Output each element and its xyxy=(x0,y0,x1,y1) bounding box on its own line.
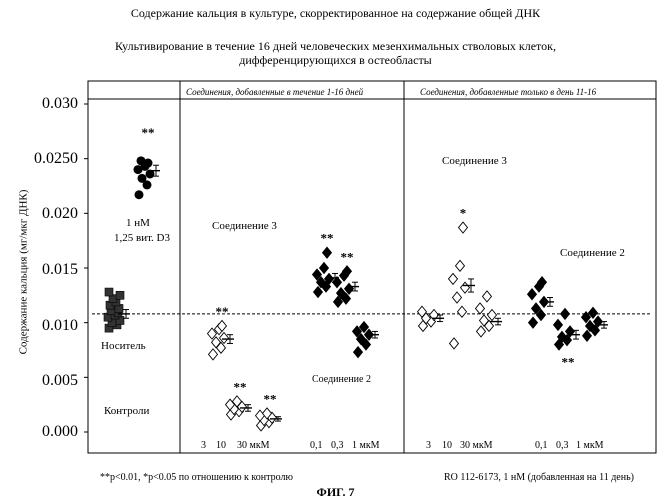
data-point-filled-diamond xyxy=(528,289,537,300)
data-point-open-diamond xyxy=(488,310,497,321)
data-point-open-diamond xyxy=(456,260,465,271)
significance-mark: ** xyxy=(234,379,247,394)
data-point-open-diamond xyxy=(476,303,485,314)
significance-mark: ** xyxy=(142,125,155,140)
data-point-filled-diamond xyxy=(561,308,570,319)
data-point-filled-diamond xyxy=(320,263,329,274)
data-point-open-diamond xyxy=(450,338,459,349)
data-point-open-diamond xyxy=(477,326,486,337)
data-point-open-diamond xyxy=(483,291,492,302)
data-point-open-diamond xyxy=(209,349,218,360)
data-point-square xyxy=(105,288,113,296)
data-point-open-diamond xyxy=(459,222,468,233)
data-point-open-diamond xyxy=(458,306,467,317)
significance-mark: ** xyxy=(341,249,354,264)
data-marks: *************** xyxy=(84,104,652,432)
significance-mark: ** xyxy=(321,231,334,246)
significance-mark: ** xyxy=(264,391,277,406)
significance-mark: * xyxy=(460,206,467,221)
significance-mark: ** xyxy=(216,304,229,319)
data-point-filled-diamond xyxy=(354,347,363,358)
data-point-open-diamond xyxy=(461,282,470,293)
plot-frame xyxy=(88,81,656,453)
data-point-open-diamond xyxy=(453,292,462,303)
data-point-open-diamond xyxy=(449,273,458,284)
data-point-circle xyxy=(135,190,144,199)
data-point-filled-diamond xyxy=(554,319,563,330)
significance-mark: ** xyxy=(562,355,575,370)
data-point-square xyxy=(116,291,124,299)
data-point-circle xyxy=(137,156,146,165)
data-point-filled-diamond xyxy=(529,317,538,328)
data-point-circle xyxy=(138,174,147,183)
data-point-filled-diamond xyxy=(323,247,332,258)
